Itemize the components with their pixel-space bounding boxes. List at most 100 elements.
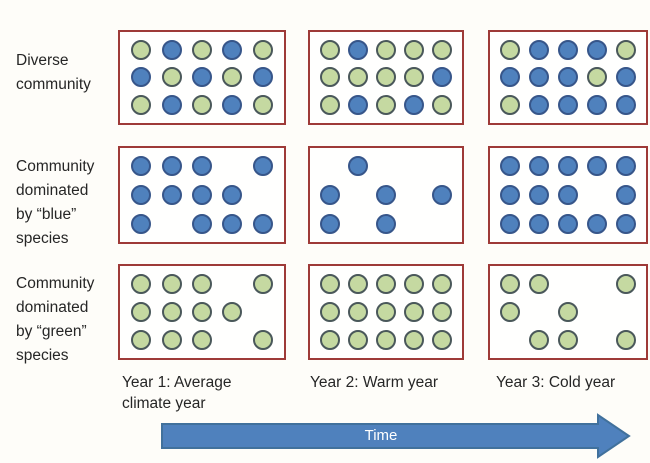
green-species-dot (191, 95, 212, 116)
column-label-year1: Year 1: Average climate year (122, 374, 232, 412)
green-species-dot (161, 67, 182, 88)
green-species-dot (500, 39, 521, 60)
column-label-year2: Year 2: Warm year (310, 374, 439, 391)
blue-species-dot (586, 95, 607, 116)
blue-species-dot (131, 67, 152, 88)
time-arrow-shape (161, 413, 631, 459)
green-species-dot (320, 302, 340, 322)
blue-species-dot (222, 39, 243, 60)
row-label-blue-dominated-community: Community dominated by “blue” species (16, 158, 95, 247)
blue-species-dot (348, 95, 368, 116)
blue-species-dot (252, 67, 273, 88)
blue-species-dot (529, 156, 550, 177)
green-species-dot (615, 330, 636, 350)
green-species-dot (557, 330, 578, 350)
green-species-dot (161, 302, 182, 322)
blue-species-dot (557, 156, 578, 177)
green-species-dot (320, 330, 340, 350)
community-box-green-year1 (118, 264, 286, 360)
green-species-dot (500, 302, 521, 322)
blue-species-dot (320, 184, 340, 205)
column-label-year3: Year 3: Cold year (496, 374, 616, 391)
blue-species-dot (500, 67, 521, 88)
green-species-dot (376, 302, 396, 322)
blue-species-dot (222, 213, 243, 234)
blue-species-dot (557, 95, 578, 116)
blue-species-dot (586, 39, 607, 60)
green-species-dot (376, 67, 396, 88)
green-species-dot (348, 67, 368, 88)
green-species-dot (222, 302, 243, 322)
time-arrow-label: Time (364, 427, 398, 444)
green-species-dot (557, 302, 578, 322)
green-species-dot (222, 67, 243, 88)
blue-species-dot (348, 156, 368, 177)
blue-species-dot (320, 213, 340, 234)
blue-species-dot (557, 39, 578, 60)
blue-species-dot (161, 39, 182, 60)
green-species-dot (252, 95, 273, 116)
blue-species-dot (557, 67, 578, 88)
blue-species-dot (191, 184, 212, 205)
green-species-dot (191, 302, 212, 322)
green-species-dot (348, 302, 368, 322)
blue-species-dot (222, 95, 243, 116)
blue-species-dot (222, 184, 243, 205)
community-box-diverse-year3 (488, 30, 648, 125)
blue-species-dot (131, 213, 152, 234)
blue-species-dot (529, 213, 550, 234)
time-arrow (161, 413, 631, 459)
blue-species-dot (161, 156, 182, 177)
green-species-dot (131, 39, 152, 60)
green-species-dot (131, 274, 152, 294)
green-species-dot (191, 330, 212, 350)
green-species-dot (161, 274, 182, 294)
green-species-dot (252, 330, 273, 350)
blue-species-dot (529, 95, 550, 116)
green-species-dot (191, 39, 212, 60)
green-species-dot (376, 330, 396, 350)
row-label-green-dominated-community: Community dominated by “green” species (16, 275, 95, 364)
green-species-dot (404, 302, 424, 322)
blue-species-dot (432, 67, 452, 88)
blue-species-dot (500, 213, 521, 234)
blue-species-dot (615, 156, 636, 177)
green-species-dot (586, 67, 607, 88)
green-species-dot (348, 330, 368, 350)
blue-species-dot (586, 213, 607, 234)
green-species-dot (348, 274, 368, 294)
green-species-dot (161, 330, 182, 350)
green-species-dot (252, 274, 273, 294)
green-species-dot (432, 274, 452, 294)
blue-species-dot (376, 184, 396, 205)
green-species-dot (404, 274, 424, 294)
green-species-dot (252, 39, 273, 60)
community-box-blue-year3 (488, 146, 648, 244)
blue-species-dot (131, 184, 152, 205)
blue-species-dot (404, 95, 424, 116)
community-box-blue-year2 (308, 146, 464, 244)
blue-species-dot (252, 156, 273, 177)
green-species-dot (529, 330, 550, 350)
green-species-dot (500, 274, 521, 294)
blue-species-dot (529, 184, 550, 205)
community-box-green-year3 (488, 264, 648, 360)
blue-species-dot (557, 213, 578, 234)
blue-species-dot (161, 95, 182, 116)
green-species-dot (615, 39, 636, 60)
green-species-dot (376, 95, 396, 116)
community-box-diverse-year2 (308, 30, 464, 125)
green-species-dot (320, 274, 340, 294)
blue-species-dot (615, 213, 636, 234)
green-species-dot (404, 67, 424, 88)
blue-species-dot (500, 156, 521, 177)
green-species-dot (376, 274, 396, 294)
green-species-dot (191, 274, 212, 294)
blue-species-dot (191, 67, 212, 88)
green-species-dot (404, 330, 424, 350)
green-species-dot (432, 95, 452, 116)
green-species-dot (376, 39, 396, 60)
blue-species-dot (131, 156, 152, 177)
community-box-diverse-year1 (118, 30, 286, 125)
